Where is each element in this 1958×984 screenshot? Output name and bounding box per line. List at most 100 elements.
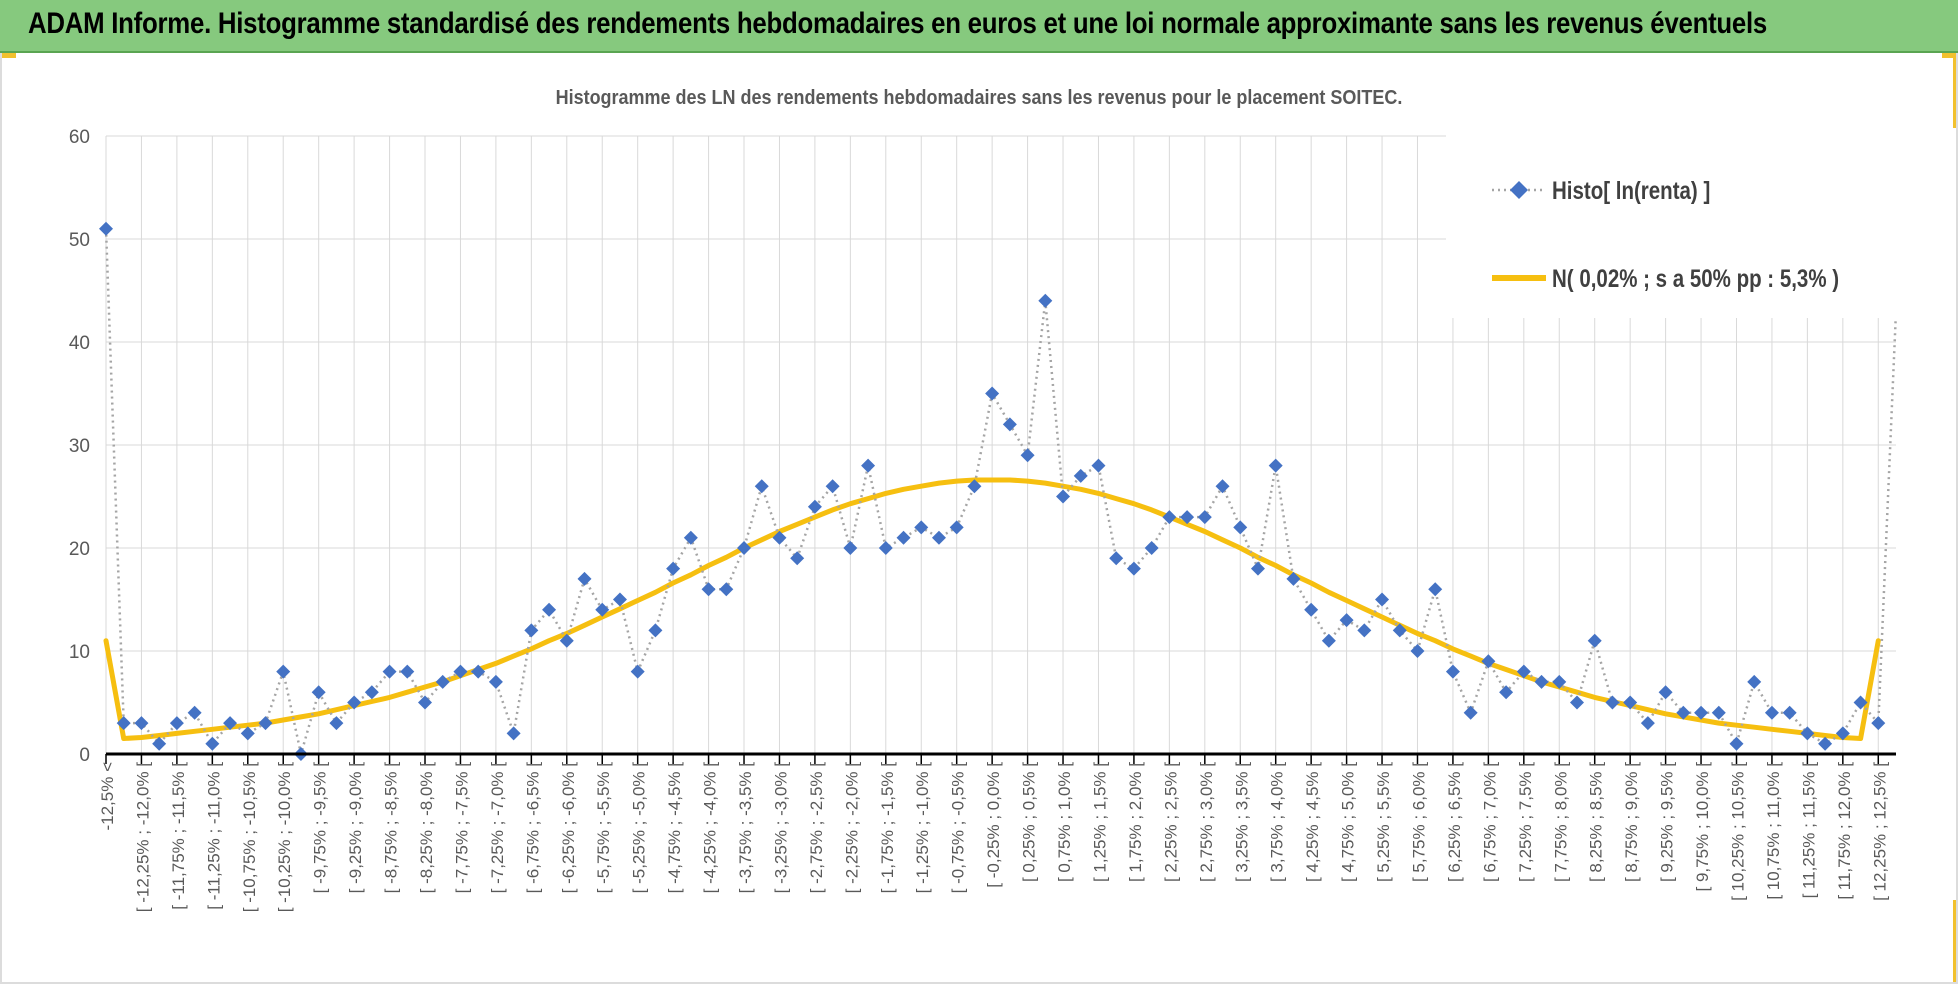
x-tick-label: [ 5,25% ; 5,5% [ [1374,762,1393,882]
data-point-histo [453,664,468,679]
data-point-histo [1056,489,1071,504]
data-point-histo [1800,726,1815,741]
data-point-histo [1109,551,1124,566]
data-point-histo [595,602,610,617]
data-point-histo [258,716,273,731]
data-point-histo [1782,705,1797,720]
series-layer [99,221,1898,761]
data-point-histo [1871,716,1886,731]
data-point-histo [1481,654,1496,669]
x-tick-label: [ -3,25% ; -3,0% [ [771,762,790,894]
data-point-histo [1392,623,1407,638]
x-tick-label: [ 6,75% ; 7,0% [ [1480,762,1499,882]
data-point-histo [896,530,911,545]
data-point-histo [1764,705,1779,720]
x-tick-label: [ -7,25% ; -7,0% [ [488,762,507,894]
x-tick-label: [ -5,25% ; -5,0% [ [630,762,649,894]
x-tick-label: [ 3,75% ; 4,0% [ [1268,762,1287,882]
data-point-histo [1357,623,1372,638]
data-point-histo [861,458,876,473]
data-point-histo [719,582,734,597]
data-point-histo [683,530,698,545]
corner-accent-top-left [0,53,16,58]
data-point-histo [648,623,663,638]
x-tick-label: [ 9,75% ; 10,0% [ [1693,762,1712,892]
chart-frame [0,53,1958,984]
data-point-histo [577,571,592,586]
x-tick-label: [ -0,75% ; -0,5% [ [949,762,968,894]
data-point-histo [435,674,450,689]
x-tick-label: [ -9,75% ; -9,5% [ [311,762,330,894]
x-tick-label: [ -8,75% ; -8,5% [ [382,762,401,894]
y-tick-label: 20 [69,539,90,560]
y-tick-label: 60 [69,127,90,148]
data-point-histo [914,520,929,535]
data-point-histo [524,623,539,638]
legend-label-normal: N( 0,02% ; s a 50% pp : 5,3% ) [1552,264,1839,292]
data-point-histo [1623,695,1638,710]
data-point-histo [843,541,858,555]
x-tick-label: [ -3,75% ; -3,5% [ [736,762,755,894]
data-point-histo [878,541,893,555]
data-point-histo [1321,633,1336,648]
data-point-histo [471,664,486,679]
data-point-histo [1197,510,1212,525]
data-point-histo [152,736,167,751]
data-point-histo [382,664,397,679]
x-tick-label: [ 5,75% ; 6,0% [ [1409,762,1428,882]
x-tick-label: [ 10,75% ; 11,0% [ [1764,762,1783,900]
data-point-histo [1144,541,1159,555]
data-point-histo [737,541,752,555]
data-point-histo [347,695,362,710]
data-point-histo [1516,664,1531,679]
data-point-histo [807,499,822,514]
x-tick-label: [ -5,75% ; -5,5% [ [594,762,613,894]
x-tick-label: [ 10,25% ; 10,5% [ [1728,762,1747,901]
x-tick-label: [ -10,25% ; -10,0% [ [275,762,294,913]
data-point-histo [1038,293,1053,308]
data-point-histo [931,530,946,545]
data-point-histo [1091,458,1106,473]
chart-title: Histogramme des LN des rendements hebdom… [556,87,1403,109]
data-point-histo [169,716,184,731]
data-point-histo [1835,726,1850,741]
data-point-histo [223,716,238,731]
x-tick-label: [ 11,25% ; 11,5% [ [1799,762,1818,899]
data-point-histo [1339,613,1354,628]
data-point-histo [1694,705,1709,720]
data-point-histo [1162,510,1177,525]
x-tick-label: [ 4,75% ; 5,0% [ [1339,762,1358,882]
x-tick-label: [ 2,25% ; 2,5% [ [1161,762,1180,882]
data-point-histo [99,221,113,236]
report-title: ADAM Informe. Histogramme standardisé de… [28,7,1768,40]
data-point-histo [400,664,415,679]
data-point-histo [701,582,716,597]
x-tick-label: [ -0,25% ; 0,0% [ [984,762,1003,888]
x-tick-label: [ -12,25% ; -12,0% [ [133,762,152,913]
data-point-histo [949,520,964,535]
data-point-histo [1818,736,1833,751]
data-point-histo [329,716,344,731]
data-point-histo [1428,582,1443,597]
data-point-histo [1304,602,1319,617]
data-point-histo [1268,458,1283,473]
data-point-histo [1729,736,1744,751]
x-tick-label: [ 1,25% ; 1,5% [ [1090,762,1109,882]
x-tick-label: [ -4,25% ; -4,0% [ [701,762,720,894]
data-point-histo [1463,705,1478,720]
data-point-histo [187,705,202,720]
x-tick-label: [ 7,25% ; 7,5% [ [1516,762,1535,882]
data-point-histo [559,633,574,648]
data-point-histo [967,479,982,494]
x-tick-label: [ -9,25% ; -9,0% [ [346,762,365,894]
legend: Histo[ ln(renta) ] N( 0,02% ; s a 50% pp… [1446,128,1906,318]
x-tick-label: [ -10,75% ; -10,5% [ [240,762,259,913]
data-point-histo [790,551,805,566]
x-tick-label: [ -1,75% ; -1,5% [ [878,762,897,894]
data-point-histo [1569,695,1584,710]
data-point-histo [542,602,557,617]
x-tick-label: [ 6,25% ; 6,5% [ [1445,762,1464,882]
x-tick-label: [ -6,25% ; -6,0% [ [559,762,578,894]
data-point-histo [630,664,645,679]
